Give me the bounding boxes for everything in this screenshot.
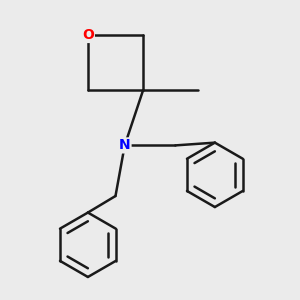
Text: O: O bbox=[82, 28, 94, 42]
Text: N: N bbox=[119, 138, 130, 152]
